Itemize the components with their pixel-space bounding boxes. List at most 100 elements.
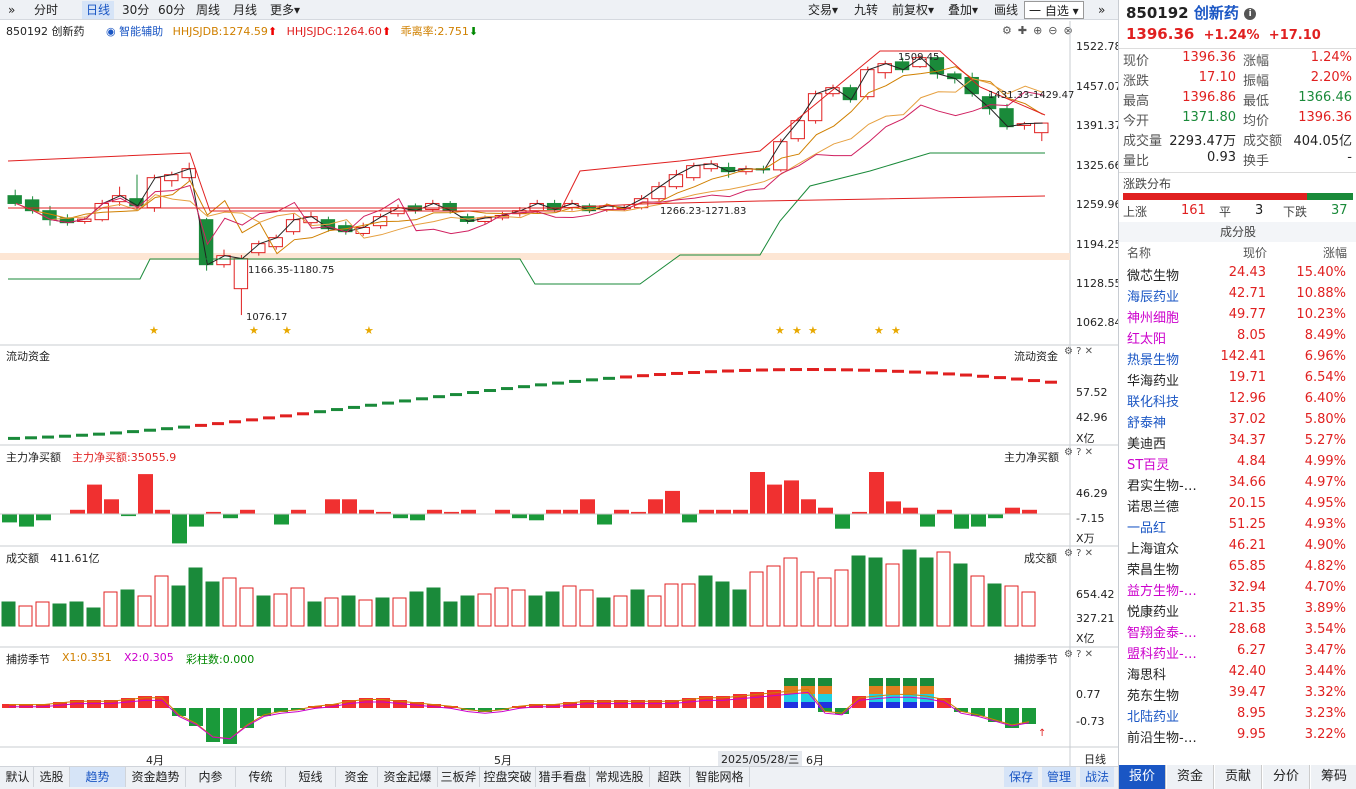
adjust-menu[interactable]: 前复权▾ (892, 3, 935, 17)
bottom-tab[interactable]: 超跌 (650, 767, 690, 787)
stock-name[interactable]: 一品红 (1127, 521, 1167, 536)
net-bar (1022, 509, 1037, 514)
flow-mark (620, 375, 632, 379)
stock-name[interactable]: 上海谊众 (1127, 542, 1180, 557)
net-bar (716, 509, 731, 514)
season-color-bar (818, 678, 832, 686)
season-bar (138, 696, 152, 708)
stock-name[interactable]: 北陆药业 (1127, 710, 1180, 725)
tab-30min[interactable]: 30分 (122, 3, 150, 17)
expand-icon[interactable]: » (1098, 3, 1106, 17)
season-bar (954, 708, 968, 712)
tab-60min[interactable]: 60分 (158, 3, 186, 17)
net-bar (223, 514, 238, 519)
stock-name[interactable]: 海思科 (1127, 668, 1167, 683)
overlay-menu[interactable]: 叠加▾ (948, 3, 979, 17)
net-bar (886, 501, 901, 514)
volume-bar (171, 585, 186, 627)
bottom-tab[interactable]: 内参 (186, 767, 236, 787)
stock-name[interactable]: 荣昌生物 (1127, 563, 1180, 578)
bottom-right-tab[interactable]: 战法 (1080, 767, 1114, 787)
bottom-tab[interactable]: 猎手看盘 (536, 767, 590, 787)
draw-button[interactable]: 画线 (994, 3, 1019, 17)
bottom-tab[interactable]: 资金趋势 (126, 767, 186, 787)
flow-mark (76, 433, 88, 437)
stock-pct: 8.49% (1304, 328, 1346, 343)
trade-menu[interactable]: 交易▾ (808, 3, 839, 17)
season-bar (172, 708, 186, 716)
tab-more[interactable]: 更多▾ (270, 3, 301, 17)
season-x1-line (9, 688, 1030, 740)
stock-price: 51.25 (1228, 517, 1266, 532)
bottom-tab[interactable]: 资金 (336, 767, 378, 787)
stock-name[interactable]: 热景生物 (1127, 353, 1180, 368)
season-bar (971, 708, 985, 716)
stock-pct: 6.96% (1304, 349, 1346, 364)
dc-value: HHJSJDC:1264.60 (286, 25, 382, 38)
stock-name[interactable]: 悦康药业 (1127, 605, 1180, 620)
tab-daily[interactable]: 日线 (82, 1, 115, 19)
stock-name[interactable]: 苑东生物 (1127, 689, 1180, 704)
bottom-tab[interactable]: 选股 (34, 767, 70, 787)
watchlist-button[interactable]: 一 自选 ▾ (1024, 1, 1084, 19)
season-bar (937, 698, 951, 708)
collapse-icon[interactable]: » (8, 3, 16, 17)
ann-mid: 1266.23-1271.83 (660, 206, 746, 217)
season-bar (529, 704, 543, 708)
bottom-tab[interactable]: 三板斧 (438, 767, 480, 787)
quote-tab[interactable]: 报价 (1119, 765, 1166, 789)
stock-name[interactable]: 益方生物-… (1127, 584, 1197, 599)
bottom-tab[interactable]: 控盘突破 (480, 767, 536, 787)
stock-name[interactable]: 君实生物-… (1127, 479, 1197, 494)
bottom-tab[interactable]: 资金起爆 (378, 767, 438, 787)
bottom-right-tab[interactable]: 管理 (1042, 767, 1076, 787)
bottom-right-tab[interactable]: 保存 (1004, 767, 1038, 787)
info-icon[interactable]: i (1244, 7, 1257, 20)
bottom-tab[interactable]: 常规选股 (590, 767, 650, 787)
nine-turn-button[interactable]: 九转 (854, 3, 879, 17)
net-bar (597, 514, 612, 525)
smart-assist-toggle[interactable]: ◉ 智能辅助 (106, 25, 164, 38)
stock-name[interactable]: ST百灵 (1127, 458, 1170, 473)
quote-label: 现价 (1123, 54, 1150, 69)
change-abs: +17.10 (1268, 28, 1321, 43)
price-tick: 1457.07 (1076, 80, 1122, 93)
chart-controls[interactable]: ⚙✚⊕⊖⊗ (1002, 24, 1079, 37)
bottom-tab[interactable]: 趋势 (70, 767, 126, 787)
stock-name[interactable]: 微芯生物 (1127, 269, 1180, 284)
stock-name[interactable]: 前沿生物-… (1127, 731, 1197, 746)
volume-bar (817, 577, 832, 627)
quote-tab[interactable]: 资金 (1167, 765, 1214, 789)
stock-name[interactable]: 华海药业 (1127, 374, 1180, 389)
season-axis-2: -0.73 (1076, 715, 1105, 728)
vol-panel-title-right: 成交额 (1024, 552, 1057, 565)
tab-intraday[interactable]: 分时 (34, 3, 59, 17)
stock-name[interactable]: 舒泰神 (1127, 416, 1167, 431)
tab-monthly[interactable]: 月线 (233, 3, 258, 17)
stock-name[interactable]: 神州细胞 (1127, 311, 1180, 326)
volume-bar (273, 593, 288, 627)
col-name: 名称 (1127, 246, 1152, 260)
stock-name[interactable]: 海辰药业 (1127, 290, 1180, 305)
kline-chart[interactable]: 1509.45 1431.33-1429.47 1266.23-1271.83 116… (0, 21, 1118, 789)
stock-name[interactable]: 诺思兰德 (1127, 500, 1180, 515)
stock-name[interactable]: 红太阳 (1127, 332, 1167, 347)
tab-weekly[interactable]: 周线 (196, 3, 221, 17)
season-bar (512, 706, 526, 708)
volume-bar (851, 555, 866, 627)
flow-mark (365, 403, 377, 407)
stock-price: 49.77 (1228, 307, 1266, 322)
stock-name[interactable]: 智翔金泰-… (1127, 626, 1197, 641)
stock-name[interactable]: 联化科技 (1127, 395, 1180, 410)
db-value: HHJSJDB:1274.59 (172, 25, 268, 38)
bottom-tab[interactable]: 短线 (286, 767, 336, 787)
stock-name[interactable]: 美迪西 (1127, 437, 1167, 452)
quote-tab[interactable]: 贡献 (1215, 765, 1262, 789)
bottom-tab[interactable]: 传统 (236, 767, 286, 787)
quote-tab[interactable]: 筹码 (1311, 765, 1356, 789)
stock-code: 850192 (1126, 4, 1189, 22)
bottom-tab[interactable]: 智能网格 (690, 767, 750, 787)
stock-name[interactable]: 盟科药业-… (1127, 647, 1197, 662)
quote-tab[interactable]: 分价 (1263, 765, 1310, 789)
bottom-tab[interactable]: 默认 (2, 767, 34, 787)
